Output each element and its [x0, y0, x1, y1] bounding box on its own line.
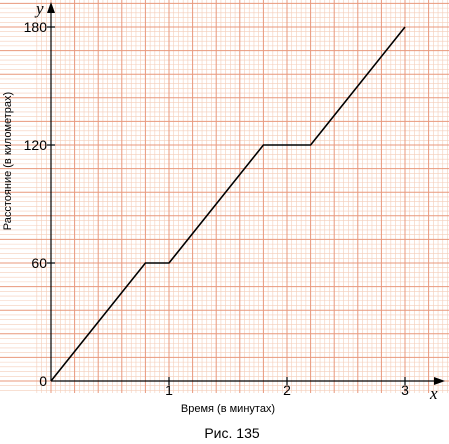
x-tick-label: 3	[401, 382, 409, 398]
x-tick-labels: 1 2 3	[165, 382, 409, 398]
x-tick-label: 2	[283, 382, 291, 398]
x-tick-marks	[168, 377, 406, 385]
grid-major-lines	[0, 0, 449, 393]
figure-caption: Рис. 135	[204, 425, 260, 441]
x-tick-label: 1	[165, 382, 173, 398]
y-tick-label: 60	[31, 255, 47, 271]
y-axis-arrowhead	[47, 2, 55, 13]
y-tick-labels: 0 60 120 180	[24, 19, 48, 389]
y-tick-marks	[47, 26, 55, 264]
x-axis-symbol: x	[429, 384, 438, 403]
y-tick-label: 180	[24, 19, 48, 35]
y-tick-label: 120	[24, 137, 48, 153]
series-line	[50, 26, 406, 382]
y-tick-label: 0	[39, 373, 47, 389]
y-axis-label: Расстояние (в километрах)	[2, 92, 14, 230]
y-axis-symbol: y	[34, 0, 44, 18]
x-axis-arrowhead	[434, 377, 445, 385]
x-axis-label: Время (в минутах)	[181, 403, 275, 415]
